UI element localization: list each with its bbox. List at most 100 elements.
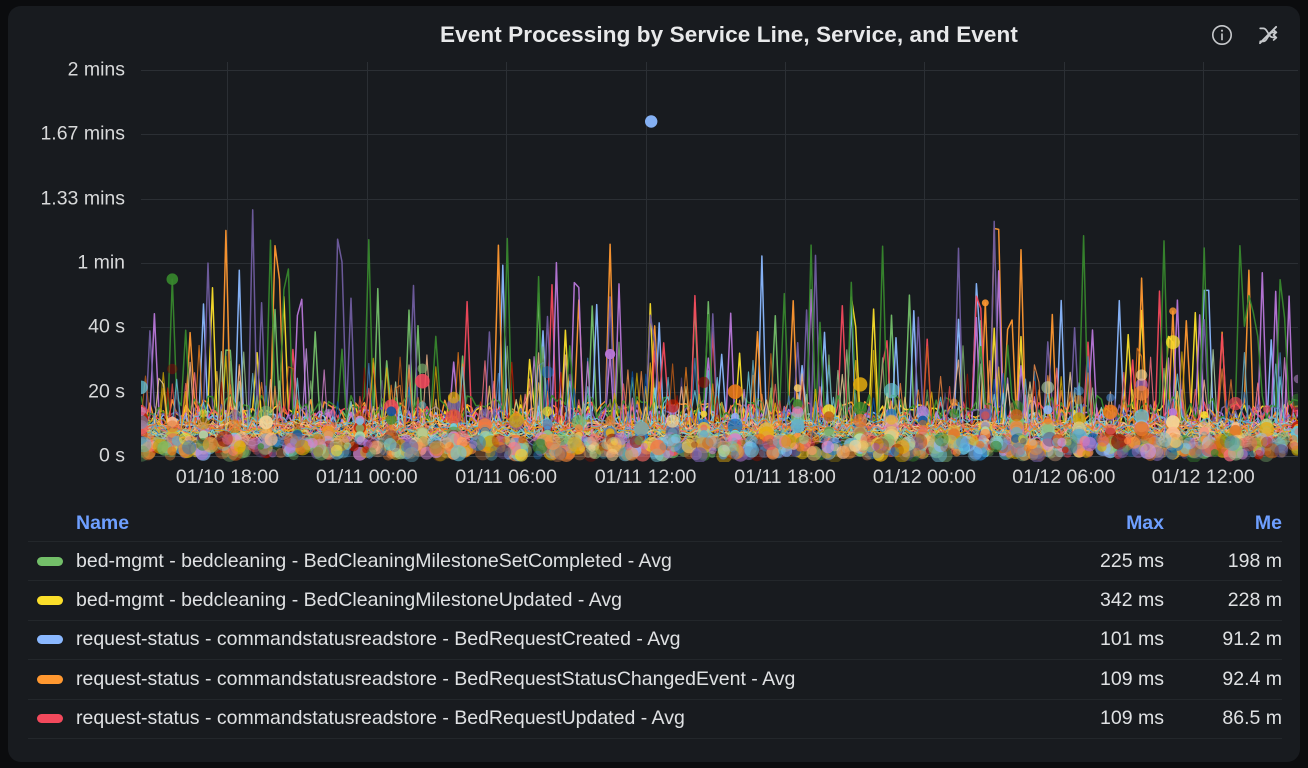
series-point	[917, 405, 929, 417]
series-point	[1219, 432, 1236, 449]
legend-swatch-cell[interactable]	[28, 556, 76, 566]
legend-row[interactable]: request-status - commandstatusreadstore …	[28, 700, 1282, 739]
series-point	[470, 435, 486, 451]
legend-row[interactable]: request-status - commandstatusreadstore …	[28, 660, 1282, 700]
series-point	[599, 450, 608, 459]
plot-area[interactable]	[141, 62, 1298, 462]
series-point	[199, 409, 208, 418]
timeseries-svg[interactable]	[141, 62, 1298, 462]
series-point	[813, 435, 822, 444]
series-point	[1134, 409, 1149, 424]
series-point	[666, 436, 682, 452]
series-point	[1029, 447, 1045, 462]
series-point	[966, 433, 978, 445]
series-point	[717, 444, 730, 457]
series-point	[853, 377, 868, 392]
series-point	[1103, 404, 1118, 420]
chart-region[interactable]: 0 s 20 s 40 s 1 min 1.33 mins 1.67 mins 2 mins…	[8, 59, 1300, 510]
series-point	[508, 412, 524, 428]
series-point	[567, 437, 582, 452]
legend-header-row: Name Max Me	[28, 506, 1282, 542]
series-point	[1155, 432, 1172, 448]
series-point	[478, 418, 492, 432]
series-point	[167, 446, 177, 456]
series-point	[952, 448, 961, 457]
series-point	[917, 450, 926, 459]
legend-row[interactable]: bed-mgmt - bedcleaning - BedCleaningMile…	[28, 581, 1282, 621]
series-point	[873, 438, 890, 454]
series-point	[1029, 438, 1037, 446]
series-point	[1251, 437, 1263, 449]
legend-series-name[interactable]: bed-mgmt - bedcleaning - BedCleaningMile…	[76, 589, 622, 612]
series-point	[1158, 432, 1173, 447]
series-point	[727, 418, 743, 434]
legend-series-name[interactable]: bed-mgmt - bedcleaning - BedCleaningMile…	[76, 549, 672, 572]
series-point	[980, 428, 991, 440]
series-color-swatch[interactable]	[37, 596, 63, 606]
series-point	[744, 443, 759, 458]
series-point	[1134, 421, 1149, 437]
legend-series-name[interactable]: request-status - commandstatusreadstore …	[76, 628, 681, 651]
series-point	[671, 433, 681, 444]
series-point	[1104, 423, 1116, 435]
series-point	[792, 441, 800, 449]
series-point	[1134, 385, 1150, 401]
series-point	[1291, 445, 1298, 456]
shuffle-off-icon[interactable]	[1256, 23, 1280, 47]
series-point	[541, 366, 554, 379]
legend-row[interactable]: bed-mgmt - bedcleaning - BedCleaningMile…	[28, 542, 1282, 582]
legend-swatch-cell[interactable]	[28, 635, 76, 645]
info-icon[interactable]	[1210, 23, 1234, 47]
series-color-swatch[interactable]	[37, 674, 63, 684]
series-point	[182, 440, 197, 455]
series-point	[1043, 416, 1052, 425]
series-point	[708, 446, 717, 455]
series-color-swatch[interactable]	[37, 635, 63, 645]
series-point	[1262, 405, 1271, 413]
series-points	[141, 273, 1298, 462]
series-color-swatch[interactable]	[37, 714, 63, 724]
series-point	[418, 401, 427, 410]
legend-swatch-cell[interactable]	[28, 596, 76, 606]
legend-mean-value: 92.4 m	[1222, 667, 1282, 690]
legend-series-name[interactable]: request-status - commandstatusreadstore …	[76, 707, 685, 730]
series-point	[386, 406, 397, 417]
series-point	[681, 438, 697, 454]
series-point	[1135, 369, 1148, 381]
series-point	[482, 435, 499, 452]
series-point	[248, 438, 261, 450]
series-point	[859, 442, 867, 449]
y-axis-tick: 40 s	[88, 315, 125, 338]
series-point	[778, 435, 792, 448]
legend-table[interactable]: Name Max Me bed-mgmt - bedcleaning - Bed…	[8, 506, 1300, 762]
series-point	[532, 439, 548, 455]
legend-series-name[interactable]: request-status - commandstatusreadstore …	[76, 667, 796, 690]
series-point	[366, 438, 378, 451]
series-point	[614, 432, 628, 446]
series-point	[447, 391, 460, 404]
legend-swatch-cell[interactable]	[28, 714, 76, 724]
series-point	[141, 445, 149, 458]
panel-header-actions	[1210, 23, 1280, 47]
legend-column-name[interactable]: Name	[76, 512, 130, 534]
series-point	[468, 440, 478, 449]
series-color-swatch[interactable]	[37, 556, 63, 566]
series-point	[343, 442, 352, 450]
series-point	[1041, 381, 1055, 394]
series-point	[268, 448, 277, 458]
panel-header: Event Processing by Service Line, Servic…	[8, 6, 1300, 64]
series-point	[216, 430, 233, 447]
series-point	[1128, 436, 1141, 449]
series-point	[625, 447, 639, 461]
series-point	[949, 408, 959, 419]
series-point	[758, 450, 766, 458]
legend-row[interactable]: request-status - commandstatusreadstore …	[28, 621, 1282, 661]
series-point	[1017, 435, 1026, 444]
legend-swatch-cell[interactable]	[28, 674, 76, 684]
legend-column-max[interactable]: Max	[1126, 512, 1164, 534]
y-axis-tick: 1.67 mins	[40, 122, 125, 145]
legend-column-mean[interactable]: Me	[1254, 512, 1282, 534]
series-point	[912, 447, 921, 457]
series-point	[883, 436, 892, 445]
series-point	[691, 441, 698, 448]
